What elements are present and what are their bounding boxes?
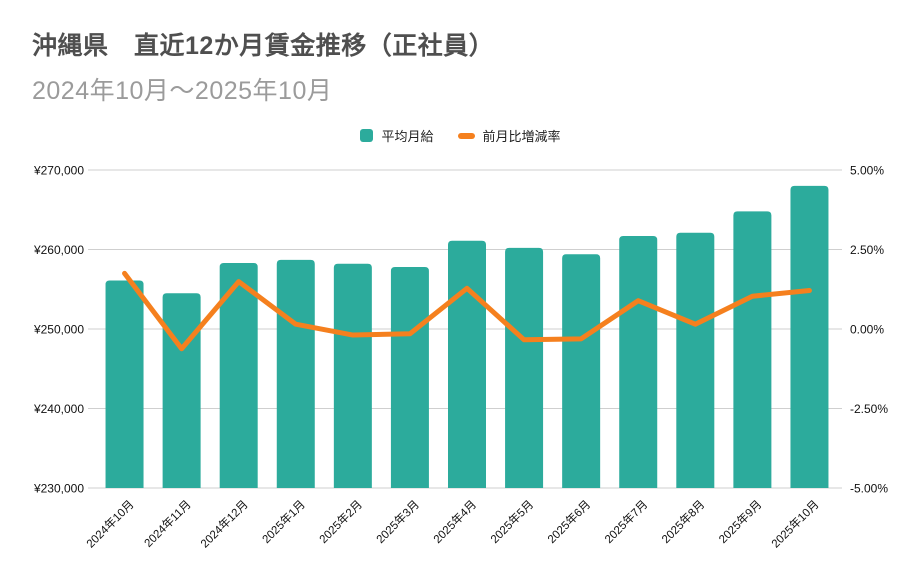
legend: 平均月給 前月比増減率 [0,126,921,145]
bar [562,254,601,488]
x-axis-tick-label: 2025年7月 [602,497,651,546]
bar [676,232,715,488]
x-axis-tick-label: 2025年4月 [430,497,479,546]
bar [333,263,372,488]
x-axis-tick-label: 2025年10月 [768,497,821,550]
legend-item-mom-rate: 前月比増減率 [457,126,561,145]
chart-subtitle: 2024年10月～2025年10月 [32,77,333,105]
x-axis-tick-label: 2025年1月 [259,497,308,546]
x-axis-tick-label: 2024年10月 [83,497,136,550]
y-axis-left-tick-label: ¥260,000 [33,243,84,257]
bar [733,211,772,488]
bar [105,280,144,488]
bar [276,259,315,488]
x-axis-tick-label: 2024年11月 [141,497,194,550]
bar [505,247,544,488]
legend-avg-salary-label: 平均月給 [381,129,434,144]
bar [619,235,658,488]
bar [448,240,486,488]
x-axis-tick-label: 2025年5月 [487,497,536,546]
y-axis-right-tick-label: 5.00% [850,164,884,178]
bar [390,266,429,488]
y-axis-right-tick-label: -5.00% [850,482,888,496]
bar [790,185,829,488]
y-axis-right-tick-label: 2.50% [850,243,884,257]
x-axis-tick-label: 2025年2月 [316,497,365,546]
x-axis-tick-label: 2025年6月 [544,497,593,546]
bar-series-swatch-icon [360,129,374,142]
legend-item-avg-salary: 平均月給 [360,126,434,145]
y-axis-left-tick-label: ¥250,000 [33,323,84,337]
y-axis-left-tick-label: ¥240,000 [33,402,84,416]
rate-line [122,270,812,352]
legend-mom-rate-label: 前月比増減率 [482,129,561,144]
x-axis-tick-label: 2025年8月 [659,497,708,546]
bar [162,293,201,488]
line-series-swatch-icon [457,132,475,139]
y-axis-left-tick-label: ¥230,000 [33,482,84,496]
x-axis-tick-label: 2025年3月 [373,497,422,546]
y-axis-left-tick-label: ¥270,000 [33,164,84,178]
x-axis-tick-label: 2025年9月 [716,497,765,546]
y-axis-right-tick-label: -2.50% [850,402,888,416]
chart-title: 沖縄県 直近12か月賃金推移（正社員） [32,32,495,60]
bar [219,263,258,488]
x-axis-tick-label: 2024年12月 [198,497,251,550]
y-axis-right-tick-label: 0.00% [850,323,884,337]
